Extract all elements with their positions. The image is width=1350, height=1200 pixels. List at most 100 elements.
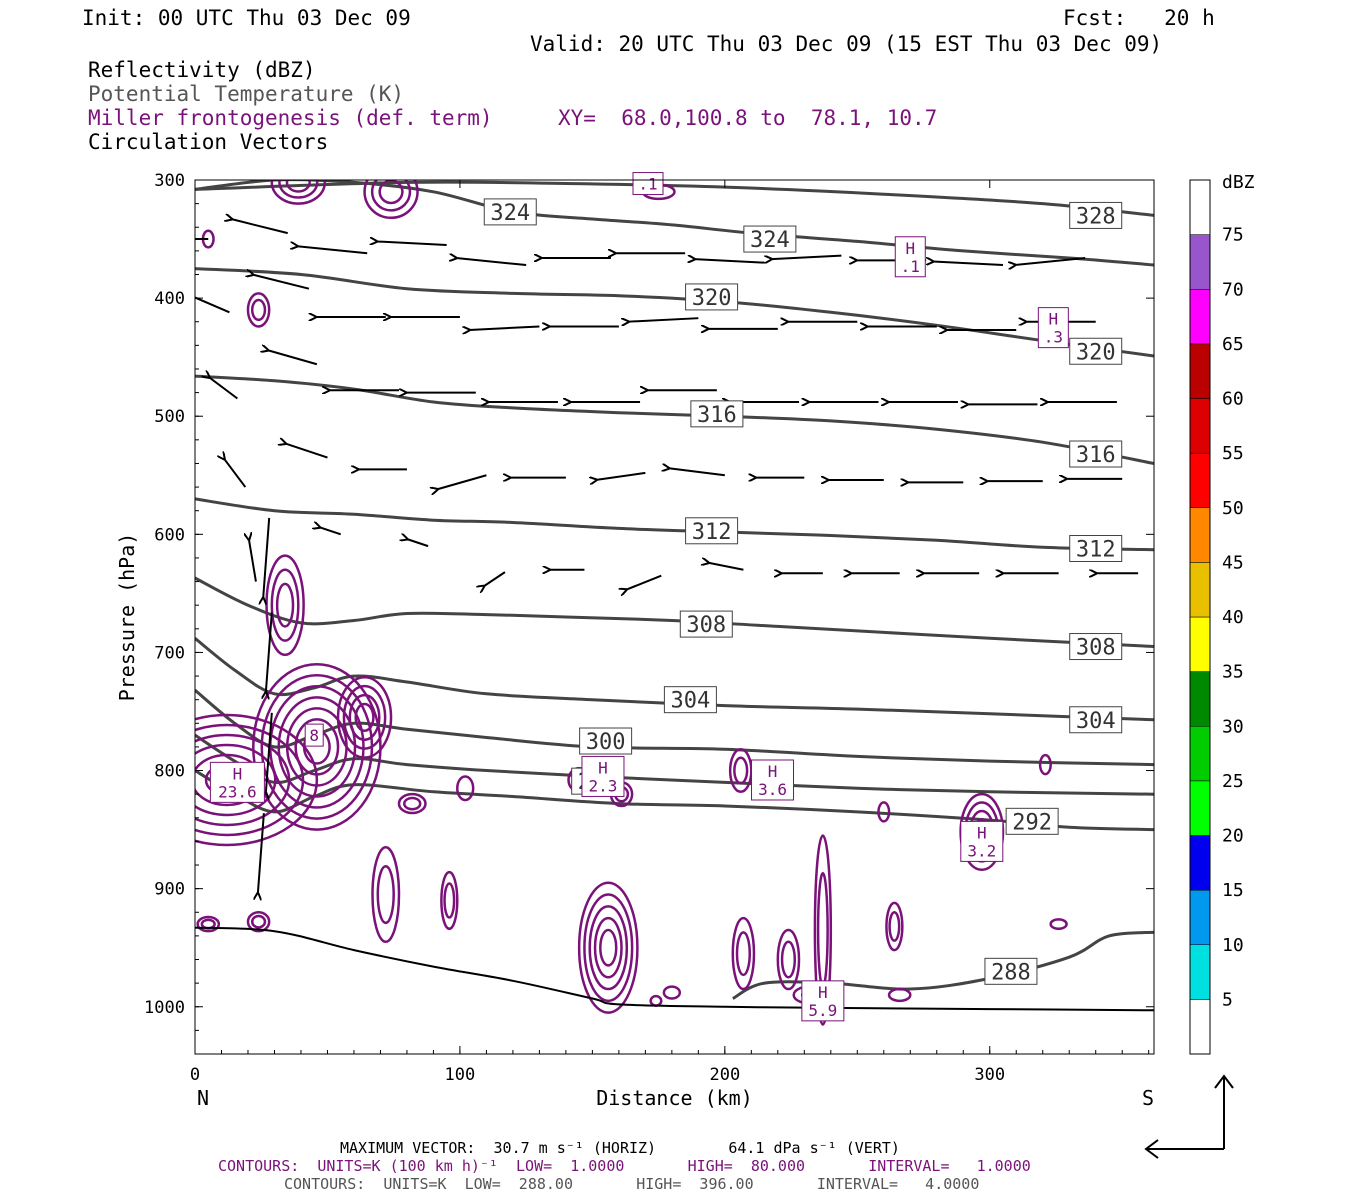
y-tick-label: 1000 bbox=[144, 998, 185, 1018]
x-tick-label: 300 bbox=[974, 1065, 1005, 1085]
colorbar-level: 15 bbox=[1222, 880, 1244, 901]
frontogenesis-max-value: 23.6 bbox=[218, 782, 257, 801]
south-label: S bbox=[1142, 1086, 1154, 1110]
frontogenesis-label-box bbox=[801, 980, 845, 1022]
x-tick-label: 0 bbox=[190, 1065, 200, 1085]
frontogenesis-contour bbox=[1038, 753, 1052, 776]
theta-label-box bbox=[663, 686, 717, 714]
frontogenesis-max-value: .3 bbox=[1044, 328, 1063, 347]
frontogenesis-contour bbox=[599, 928, 618, 967]
theta-label: 320 bbox=[1076, 340, 1116, 365]
theta-contour-292 bbox=[195, 769, 1154, 832]
theta-label-box bbox=[1069, 337, 1123, 365]
frontogenesis-contour bbox=[363, 180, 419, 220]
theta-label-box bbox=[483, 198, 537, 226]
colorbar-bin bbox=[1189, 289, 1211, 345]
axes: 300 400 500 600 700 800 900 1000 0 100 200 300 Dista… bbox=[115, 171, 1154, 1110]
theta-label: 312 bbox=[1076, 537, 1116, 562]
colorbar-level: 35 bbox=[1222, 662, 1244, 683]
colorbar-bin bbox=[1189, 889, 1211, 945]
frontogenesis-contour bbox=[285, 180, 311, 193]
frontogenesis-contour bbox=[397, 792, 427, 815]
theta-contour-328 bbox=[195, 180, 1154, 217]
frontogenesis-contour bbox=[278, 180, 319, 199]
frontogenesis-contour bbox=[354, 702, 375, 733]
vector-arrow bbox=[669, 468, 725, 477]
theta-label: 324 bbox=[750, 228, 790, 253]
frontogenesis-max-letter: H bbox=[977, 823, 987, 842]
frontogenesis-contour bbox=[250, 914, 267, 929]
frontogenesis-contour bbox=[440, 870, 459, 931]
frontogenesis-contour bbox=[342, 684, 387, 750]
theta-label-box bbox=[679, 610, 733, 638]
theta-label: 292 bbox=[1012, 810, 1052, 835]
vector-arrow bbox=[266, 712, 273, 793]
theta-label: 324 bbox=[490, 201, 530, 226]
y-tick-label: 900 bbox=[154, 880, 185, 900]
frontogenesis-contour bbox=[1049, 918, 1068, 931]
frontogenesis-contour bbox=[277, 696, 357, 798]
field-theta: Potential Temperature (K) bbox=[88, 82, 405, 106]
theta-label-box bbox=[579, 727, 633, 755]
valid-time: Valid: 20 UTC Thu 03 Dec 09 (15 EST Thu … bbox=[530, 32, 1163, 56]
cross-section-xy: XY= 68.0,100.8 to 78.1, 10.7 bbox=[558, 106, 938, 130]
frontogenesis-contour bbox=[813, 834, 833, 1026]
frontogenesis-contour bbox=[246, 911, 271, 933]
colorbar-level: 65 bbox=[1222, 334, 1244, 355]
y-tick-label: 800 bbox=[154, 762, 185, 782]
x-tick-label: 100 bbox=[445, 1065, 476, 1085]
colorbar-bin bbox=[1189, 507, 1211, 563]
colorbar-bin bbox=[1189, 398, 1211, 454]
colorbar-bin bbox=[1189, 234, 1211, 290]
vector-arrow bbox=[377, 241, 447, 246]
frontogenesis-max-letter: H bbox=[233, 764, 243, 783]
colorbar-level: 5 bbox=[1222, 989, 1233, 1010]
frontogenesis-contour bbox=[816, 872, 829, 988]
frontogenesis-contour bbox=[270, 568, 300, 642]
y-tick-label: 500 bbox=[154, 407, 185, 427]
theta-label: 304 bbox=[1076, 709, 1116, 734]
theta-label: 316 bbox=[1076, 443, 1116, 468]
frontogenesis-max-letter: H bbox=[768, 762, 778, 781]
terrain-surface bbox=[195, 926, 1154, 1012]
frontogenesis-max-letter: H bbox=[598, 758, 608, 777]
frontogenesis-contour bbox=[378, 180, 404, 205]
frontogenesis-contour bbox=[733, 756, 749, 785]
frontogenesis-contour bbox=[270, 180, 327, 205]
colorbar-level: 20 bbox=[1222, 826, 1244, 847]
frontogenesis-label-box bbox=[304, 723, 324, 747]
theta-label: 328 bbox=[1076, 204, 1116, 229]
frontogenesis-max-value: 8 bbox=[309, 726, 319, 745]
y-tick-label: 300 bbox=[154, 171, 185, 191]
theta-contour-312 bbox=[195, 497, 1154, 552]
vector-arrow bbox=[933, 262, 1004, 267]
colorbar-level: 70 bbox=[1222, 279, 1244, 300]
frontogenesis-contour bbox=[294, 718, 340, 776]
colorbar-level: 55 bbox=[1222, 443, 1244, 464]
vector-arrow bbox=[596, 471, 646, 480]
theta-label-box bbox=[1005, 807, 1059, 835]
frontogenesis-contour bbox=[593, 916, 623, 979]
colorbar-level: 50 bbox=[1222, 498, 1244, 519]
colorbar-bin bbox=[1189, 452, 1211, 508]
theta-label-box bbox=[690, 400, 744, 428]
colorbar-bin bbox=[1189, 616, 1211, 672]
vector-arrow bbox=[407, 539, 429, 548]
colorbar-level: 25 bbox=[1222, 771, 1244, 792]
x-tick-label: 200 bbox=[709, 1065, 740, 1085]
frontogenesis-contour bbox=[275, 582, 295, 628]
frontogenesis-contour bbox=[376, 864, 395, 925]
colorbar-title: dBZ bbox=[1222, 172, 1255, 193]
vector-arrow bbox=[232, 219, 288, 235]
theta-label-box bbox=[984, 957, 1038, 985]
frontogenesis-contour bbox=[195, 713, 319, 847]
theta-label: 312 bbox=[692, 520, 732, 545]
frontogenesis-contour bbox=[731, 916, 756, 991]
vector-arrow bbox=[249, 540, 257, 582]
theta-label-box bbox=[743, 225, 797, 253]
footer-max-vector: MAXIMUM VECTOR: 30.7 m s⁻¹ (HORIZ) 64.1 … bbox=[340, 1139, 900, 1157]
frontogenesis-contour bbox=[662, 985, 682, 1000]
frontogenesis-label-box bbox=[581, 755, 625, 797]
colorbar-level: 40 bbox=[1222, 607, 1244, 628]
frontogenesis-label-box bbox=[1037, 307, 1069, 349]
